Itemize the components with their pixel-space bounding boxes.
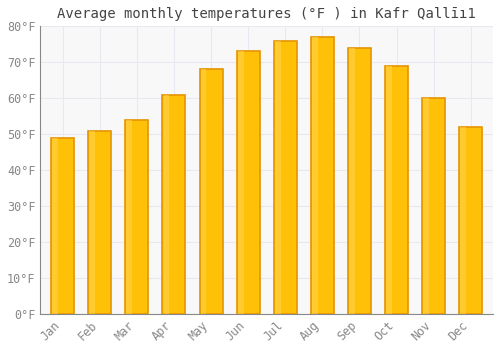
Bar [311, 37, 334, 314]
Bar [274, 41, 296, 314]
Bar [200, 69, 222, 314]
Bar [162, 94, 186, 314]
Bar [236, 51, 260, 314]
Bar [348, 48, 371, 314]
Bar [424, 98, 429, 314]
Bar [460, 127, 466, 314]
Bar [200, 69, 206, 314]
Bar [422, 98, 445, 314]
Bar [275, 41, 280, 314]
Bar [88, 131, 111, 314]
Bar [385, 66, 408, 314]
Bar [90, 131, 95, 314]
Title: Average monthly temperatures (°F ) in Kafr Qallīı1: Average monthly temperatures (°F ) in Ka… [58, 7, 476, 21]
Bar [126, 120, 132, 314]
Bar [349, 48, 355, 314]
Bar [51, 138, 74, 314]
Bar [386, 66, 392, 314]
Bar [238, 51, 244, 314]
Bar [460, 127, 482, 314]
Bar [164, 94, 170, 314]
Bar [126, 120, 148, 314]
Bar [52, 138, 58, 314]
Bar [312, 37, 318, 314]
